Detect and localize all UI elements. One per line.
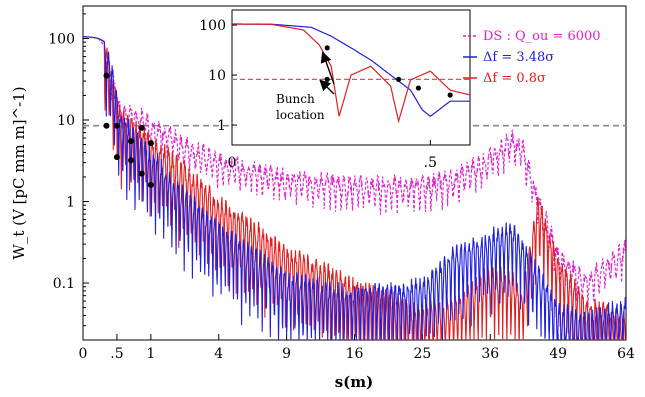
y-axis-label: W_t (V [pC mm m]^-1): [10, 86, 28, 259]
bunch-marker: [127, 138, 134, 145]
annotation-arrow: [320, 51, 335, 85]
inset-bunch-marker: [324, 45, 330, 51]
inset-annotation-line: location: [276, 108, 325, 122]
bunch-marker: [103, 72, 110, 79]
inset-bunch-marker: [396, 76, 402, 82]
bunch-marker: [127, 157, 134, 164]
legend: DS : Q_ou = 6000 Δf = 3.48σ Δf = 0.8σ: [463, 29, 601, 86]
bunch-marker: [113, 122, 120, 129]
y-tick-label: 1: [66, 194, 75, 210]
inset-y-tick-label: 10: [208, 68, 226, 84]
inset-y-tick-label: 1: [217, 118, 226, 134]
inset-annotation-line: Bunch: [276, 92, 315, 106]
inset-x-tick-label: .5: [424, 155, 437, 171]
inset-y-tick-label: 100: [199, 18, 226, 34]
x-tick-label: 0: [79, 346, 88, 362]
inset-frame: [231, 9, 471, 146]
x-tick-label: 49: [549, 346, 567, 362]
y-tick-label: 100: [48, 31, 75, 47]
bunch-marker: [147, 140, 154, 147]
x-tick-label: .5: [110, 346, 123, 362]
x-tick-label: 25: [413, 346, 431, 362]
series-line-0: [83, 36, 626, 308]
inset-bunch-marker: [415, 85, 422, 91]
annotation-arrow: [319, 79, 335, 95]
x-tick-label: 36: [481, 346, 499, 362]
x-tick-label: 9: [282, 346, 291, 362]
inset-red-line: [232, 23, 471, 124]
series-line-1: [83, 36, 626, 340]
y-tick-label: 0.1: [53, 276, 75, 292]
legend-label-2: Δf = 0.8σ: [483, 71, 546, 86]
inset-bunch-marker: [447, 92, 453, 98]
x-tick-label: 4: [214, 346, 223, 362]
bunch-marker: [138, 124, 145, 131]
bunch-marker: [113, 154, 120, 161]
x-axis-label: s(m): [335, 373, 374, 391]
x-tick-label: 64: [617, 346, 635, 362]
legend-label-0: DS : Q_ou = 6000: [483, 29, 601, 44]
inset-plot: 0 .5 1 10 100 Bunch location: [199, 9, 471, 171]
bunch-marker: [103, 122, 110, 129]
legend-label-1: Δf = 3.48σ: [483, 50, 554, 65]
x-tick-label: 16: [346, 346, 364, 362]
bunch-marker: [138, 170, 145, 177]
x-tick-label: 1: [146, 346, 155, 362]
bunch-marker: [147, 181, 154, 188]
y-tick-label: 10: [57, 113, 75, 129]
inset-bunch-marker: [324, 76, 330, 82]
inset-x-tick-label: 0: [228, 155, 237, 171]
